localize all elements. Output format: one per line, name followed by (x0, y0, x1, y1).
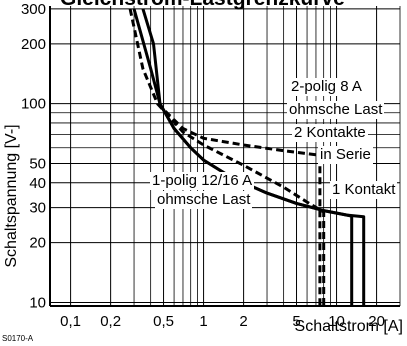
figure-code: S0170-A (2, 334, 34, 343)
annotation-ohmsche-last-1: ohmsche Last (287, 101, 385, 119)
y-tick-label: 100 (21, 96, 46, 113)
y-tick-label: 10 (29, 294, 46, 311)
y-tick-label: 40 (29, 175, 46, 192)
annotation-1pol-12-16a: 1-polig 12/16 A (150, 172, 255, 190)
y-tick-label: 30 (29, 200, 46, 217)
x-tick-label: 0,1 (60, 313, 81, 330)
annotation-1-kontakt: 1 Kontakt (330, 181, 398, 199)
x-tick-label: 0,2 (100, 313, 121, 330)
x-axis-label: Schaltstrom [A] (294, 318, 403, 335)
series-line-2 (128, 8, 322, 306)
annotation-2-kontakte: 2 Kontakte (292, 124, 368, 142)
x-tick-label: 2 (239, 313, 247, 330)
x-tick-label: 0,5 (153, 313, 174, 330)
y-tick-label: 50 (29, 156, 46, 173)
y-tick-label: 20 (29, 235, 46, 252)
x-tick-label: 20 (368, 313, 385, 330)
chart-title: Gleichstrom-Lastgrenzkurve (60, 0, 345, 11)
annotation-2pol-8a: 2-polig 8 A (289, 78, 364, 96)
x-tick-label: 10 (328, 313, 345, 330)
annotation-in-serie: in Serie (318, 146, 373, 164)
y-tick-label: 300 (21, 1, 46, 18)
y-tick-label: 200 (21, 36, 46, 53)
x-tick-label: 1 (199, 313, 207, 330)
y-axis-label: Schaltspannung [V-] (3, 124, 20, 268)
x-tick-label: 5 (292, 313, 300, 330)
annotation-ohmsche-last-2: ohmsche Last (155, 191, 253, 209)
